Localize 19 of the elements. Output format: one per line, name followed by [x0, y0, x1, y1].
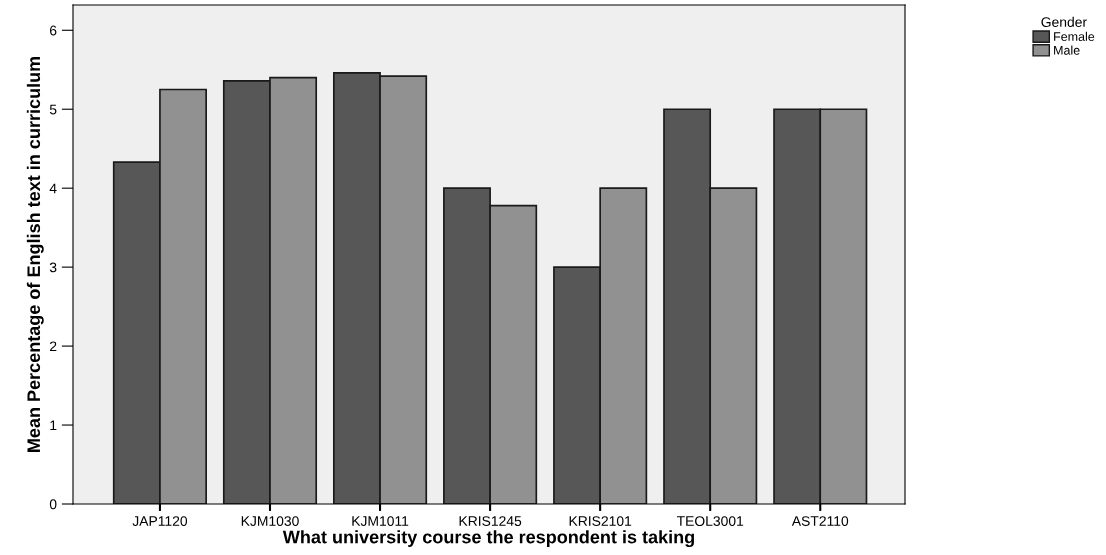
x-tick-label: AST2110 [791, 516, 849, 527]
y-tick-label: 1 [50, 420, 57, 431]
legend-label: Female [1054, 31, 1095, 41]
x-tick-label: TEOL3001 [676, 516, 744, 527]
legend-label: Male [1054, 45, 1080, 55]
y-tick-label: 5 [49, 104, 57, 115]
x-tick-label: KRIS2101 [569, 516, 632, 527]
y-tick-label: 4 [49, 183, 57, 194]
legend-title: Gender [1041, 16, 1087, 27]
y-tick-label: 6 [50, 25, 57, 36]
y-axis-title: Mean Percentage of English text in curriculum [26, 56, 44, 452]
x-tick-label: JAP1120 [132, 516, 188, 527]
x-axis-title: What university course the respondent is taking [282, 530, 694, 548]
x-tick-label: KJM1011 [352, 516, 409, 527]
y-tick-label: 0 [49, 499, 57, 510]
x-tick-label: KRIS1245 [459, 516, 522, 527]
y-tick-label: 3 [49, 262, 57, 273]
y-tick-label: 2 [50, 341, 57, 352]
x-tick-label: KJM1030 [241, 516, 299, 527]
